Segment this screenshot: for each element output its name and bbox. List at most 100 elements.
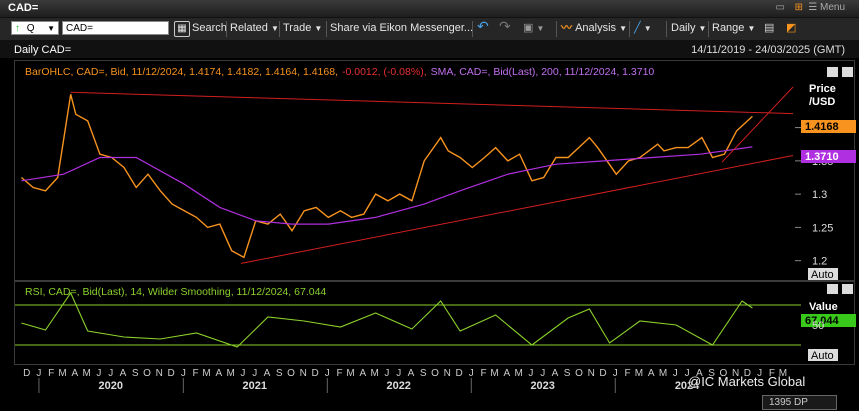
month-label: S: [276, 368, 283, 379]
year-label: 2021: [242, 380, 266, 392]
zoom-level[interactable]: 1395 DP: [762, 395, 837, 410]
search-icon: ▦: [174, 21, 190, 37]
chart-menu-icon[interactable]: ⊞: [794, 2, 803, 13]
month-label: M: [226, 368, 234, 379]
chart-style-icon[interactable]: ◩: [786, 22, 797, 34]
month-label: M: [659, 368, 667, 379]
price-line: [20, 94, 753, 259]
camera-icon[interactable]: ▣ ▼: [523, 22, 545, 34]
month-label: D: [599, 368, 606, 379]
month-label: A: [503, 368, 510, 379]
month-label: J: [685, 368, 690, 379]
price-tick-label: 1.3: [812, 189, 827, 201]
rsi-close-icon[interactable]: [842, 284, 853, 294]
month-label: J: [240, 368, 245, 379]
month-label: J: [757, 368, 762, 379]
month-label: M: [370, 368, 378, 379]
sma-tag: [801, 150, 856, 163]
share-button[interactable]: Share via Eikon Messenger...: [330, 22, 474, 34]
month-label: J: [673, 368, 678, 379]
rsi-chart: RSI, CAD=, Bid(Last), 14, Wilder Smoothi…: [15, 284, 856, 362]
year-label: 2024: [675, 380, 700, 392]
minimize-icon[interactable]: ▭: [775, 2, 785, 13]
chevron-down-icon: ▼: [747, 24, 756, 33]
month-label: J: [613, 368, 618, 379]
chart-settings-icon[interactable]: ▤: [764, 22, 775, 34]
month-label: O: [287, 368, 295, 379]
price-axis-unit: /USD: [809, 96, 835, 108]
redo-icon[interactable]: ↷: [499, 18, 511, 34]
month-label: M: [635, 368, 643, 379]
price-chart: BarOHLC, CAD=, Bid, 11/12/2024, 1.4174, …: [20, 66, 856, 281]
month-label: A: [264, 368, 271, 379]
toolbar: ↑ Q ▼ CAD= ▦ Search Related ▼ Trade ▼ Sha…: [0, 18, 859, 41]
menu-label: Menu: [819, 2, 845, 13]
sma-line: [21, 146, 753, 225]
quote-selector[interactable]: ↑ Q ▼: [11, 21, 59, 35]
interval-menu[interactable]: Daily ▼: [671, 21, 706, 36]
month-label: A: [120, 368, 127, 379]
rsi-panel: RSI, CAD=, Bid(Last), 14, Wilder Smoothi…: [14, 281, 856, 365]
rsi-legend: RSI, CAD=, Bid(Last), 14, Wilder Smoothi…: [25, 286, 326, 298]
price-tick-label: 1.25: [812, 222, 833, 234]
month-label: D: [744, 368, 751, 379]
rsi-value: 67.044: [805, 315, 840, 327]
month-label: A: [359, 368, 366, 379]
month-label: O: [719, 368, 727, 379]
window-titlebar: CAD= ▭ ⊞ ☰ Menu: [0, 0, 859, 18]
window-title: CAD=: [8, 2, 39, 14]
trend-line: [721, 86, 794, 163]
price-panel: BarOHLC, CAD=, Bid, 11/12/2024, 1.4174, …: [14, 60, 856, 281]
auto-scale-button[interactable]: [808, 268, 838, 280]
month-label: J: [325, 368, 330, 379]
rsi-maximize-icon[interactable]: [827, 284, 838, 294]
month-label: J: [384, 368, 389, 379]
search-button[interactable]: ▦ Search: [174, 21, 227, 37]
rsi-line: [21, 291, 753, 348]
month-label: M: [202, 368, 210, 379]
rsi-auto-scale-button[interactable]: [808, 349, 838, 361]
panel-maximize-icon[interactable]: [827, 67, 838, 77]
draw-line-icon[interactable]: ╱ ▼: [634, 22, 652, 34]
sma-value: 1.3710: [805, 151, 839, 163]
range-menu[interactable]: Range ▼: [712, 21, 755, 36]
month-label: S: [708, 368, 715, 379]
undo-icon[interactable]: ↶: [477, 18, 489, 34]
auto-scale-label: Auto: [811, 269, 834, 281]
search-label: Search: [192, 22, 227, 34]
month-label: A: [552, 368, 559, 379]
month-label: M: [514, 368, 522, 379]
change-legend: -0.0012, (-0.08%),: [342, 66, 427, 78]
month-label: F: [624, 368, 630, 379]
month-label: S: [564, 368, 571, 379]
related-menu[interactable]: Related ▼: [230, 21, 279, 36]
month-label: F: [192, 368, 198, 379]
month-label: F: [336, 368, 342, 379]
month-label: J: [396, 368, 401, 379]
month-label: D: [311, 368, 318, 379]
month-label: D: [167, 368, 174, 379]
month-label: J: [469, 368, 474, 379]
quote-label: Q: [26, 23, 35, 34]
menu-button[interactable]: ☰ Menu: [808, 2, 845, 13]
interval-label: Daily: [671, 22, 696, 34]
month-label: M: [490, 368, 498, 379]
trade-menu[interactable]: Trade ▼: [283, 21, 322, 36]
trend-line: [241, 155, 794, 264]
month-label: M: [779, 368, 787, 379]
analysis-menu[interactable]: 〰 Analysis ▼: [561, 21, 627, 36]
rsi-value-tag: [801, 314, 856, 327]
chevron-down-icon: ▼: [619, 24, 628, 33]
ric-input[interactable]: CAD=: [62, 21, 169, 35]
chevron-down-icon: ▼: [314, 24, 323, 33]
month-label: J: [252, 368, 257, 379]
date-range[interactable]: 14/11/2019 - 24/03/2025 (GMT): [691, 44, 845, 56]
month-label: J: [108, 368, 113, 379]
month-label: N: [588, 368, 595, 379]
month-label: M: [58, 368, 66, 379]
rsi-axis-title: Value: [809, 301, 838, 313]
month-label: J: [540, 368, 545, 379]
panel-close-icon[interactable]: [842, 67, 853, 77]
chevron-down-icon: ▼: [270, 24, 279, 33]
